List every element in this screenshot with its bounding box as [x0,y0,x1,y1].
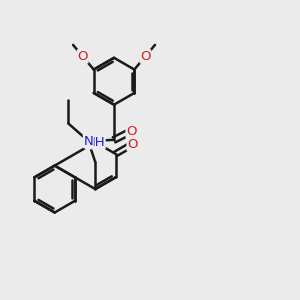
Text: N: N [83,134,93,148]
Text: O: O [126,125,136,138]
Text: O: O [140,50,151,63]
Text: NH: NH [85,136,105,149]
Text: O: O [77,50,88,63]
Text: O: O [127,138,138,151]
